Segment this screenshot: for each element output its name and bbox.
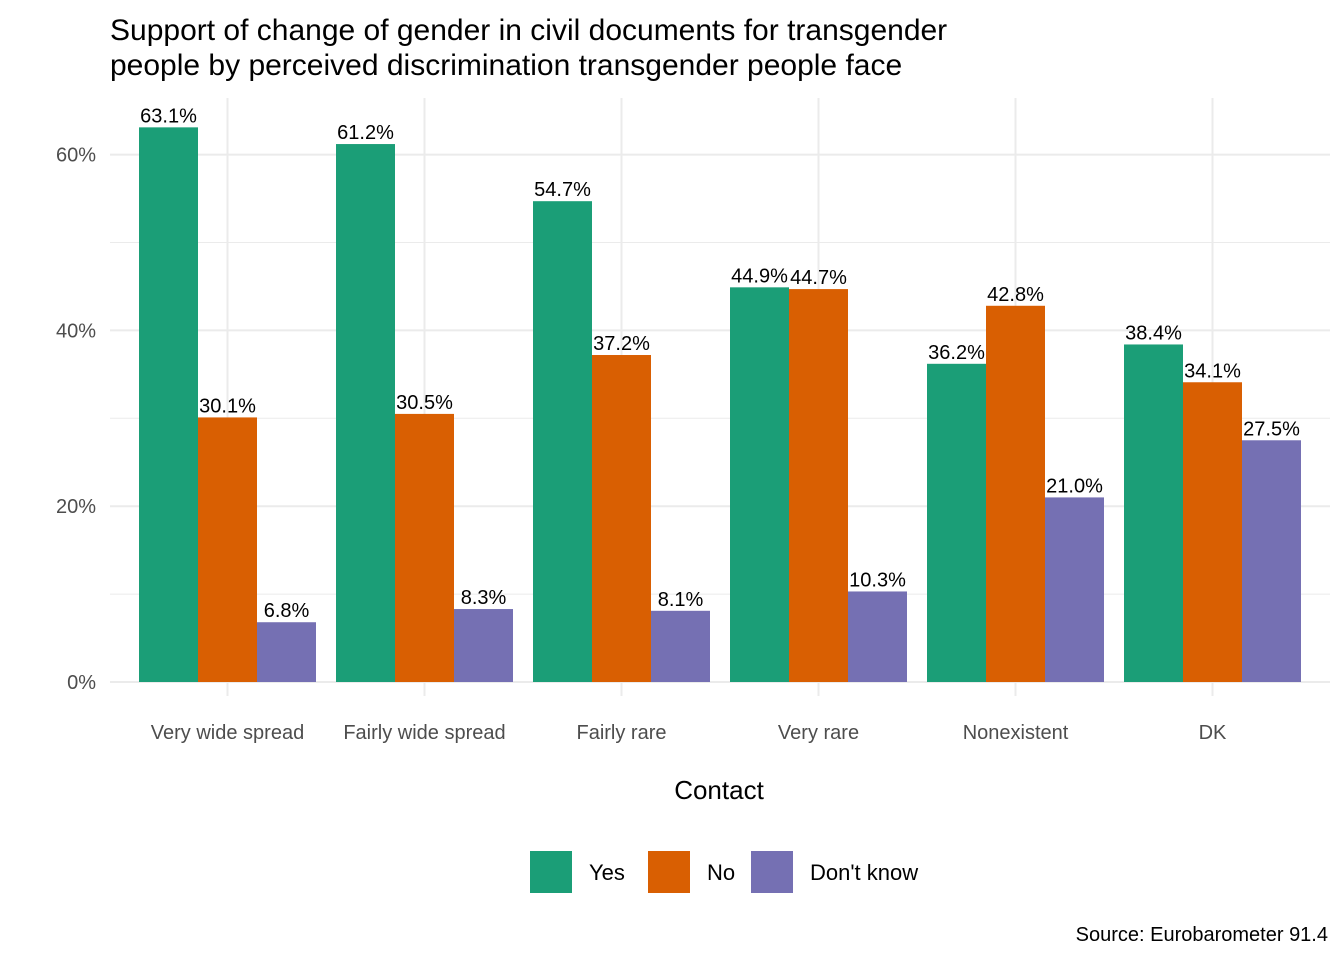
- x-tick-label: Fairly rare: [576, 722, 666, 744]
- chart-title: Support of change of gender in civil doc…: [110, 14, 947, 82]
- data-label: 42.8%: [987, 284, 1044, 306]
- legend-label: Don't know: [810, 860, 918, 885]
- data-label: 10.3%: [849, 569, 906, 591]
- data-label: 44.7%: [790, 267, 847, 289]
- data-label: 30.1%: [199, 395, 256, 417]
- data-label: 27.5%: [1243, 418, 1300, 440]
- y-tick-label: 0%: [67, 672, 96, 694]
- data-label: 6.8%: [264, 600, 310, 622]
- legend-key-don-t-know: [751, 851, 793, 893]
- chart-title-line-2: people by perceived discrimination trans…: [110, 49, 902, 82]
- data-label: 63.1%: [140, 105, 197, 127]
- bar-don-t-know-3: [848, 591, 907, 682]
- bar-don-t-know-0: [257, 622, 316, 682]
- data-label: 30.5%: [396, 392, 453, 414]
- legend: Yes No Don't know: [530, 851, 918, 893]
- bar-yes-4: [927, 363, 986, 682]
- legend-label: No: [707, 860, 735, 885]
- y-tick-label: 20%: [56, 496, 96, 518]
- bar-yes-0: [139, 127, 198, 682]
- bar-don-t-know-5: [1242, 440, 1301, 682]
- x-tick-label: DK: [1199, 722, 1227, 744]
- bar-no-2: [592, 355, 651, 682]
- bar-no-4: [986, 305, 1045, 682]
- data-labels: 63.1% 30.1% 6.8% 61.2% 30.5% 8.3% 54.7% 37.2% 8.…: [140, 105, 1300, 622]
- bar-don-t-know-1: [454, 609, 513, 682]
- data-label: 36.2%: [928, 342, 985, 364]
- bar-yes-5: [1124, 344, 1183, 682]
- bar-no-1: [395, 413, 454, 682]
- legend-label: Yes: [589, 860, 625, 885]
- data-label: 61.2%: [337, 122, 394, 144]
- data-label: 8.3%: [461, 587, 507, 609]
- x-tick-label: Very rare: [778, 722, 859, 744]
- data-label: 34.1%: [1184, 360, 1241, 382]
- bar-no-5: [1183, 382, 1242, 682]
- bar-yes-1: [336, 144, 395, 682]
- y-axis-ticks: 0% 20% 40% 60%: [56, 145, 96, 694]
- bar-yes-3: [730, 287, 789, 682]
- bar-yes-2: [533, 201, 592, 682]
- y-tick-label: 60%: [56, 145, 96, 167]
- caption: Source: Eurobarometer 91.4: [1076, 924, 1328, 946]
- data-label: 54.7%: [534, 179, 591, 201]
- bars: [139, 127, 1301, 682]
- data-label: 8.1%: [658, 589, 704, 611]
- x-tick-label: Very wide spread: [151, 722, 304, 744]
- legend-key-yes: [530, 851, 572, 893]
- bar-no-3: [789, 289, 848, 682]
- y-tick-label: 40%: [56, 320, 96, 342]
- x-tick-label: Nonexistent: [963, 722, 1069, 744]
- chart-title-line-1: Support of change of gender in civil doc…: [110, 14, 947, 47]
- data-label: 37.2%: [593, 333, 650, 355]
- bar-don-t-know-2: [651, 610, 710, 682]
- x-axis-label: Contact: [674, 775, 764, 805]
- data-label: 44.9%: [731, 265, 788, 287]
- bar-don-t-know-4: [1045, 497, 1104, 682]
- data-label: 21.0%: [1046, 475, 1103, 497]
- data-label: 38.4%: [1125, 322, 1182, 344]
- x-tick-label: Fairly wide spread: [343, 722, 505, 744]
- legend-key-no: [648, 851, 690, 893]
- bar-no-0: [198, 417, 257, 682]
- x-axis-ticks: Very wide spread Fairly wide spread Fairly…: [151, 722, 1227, 744]
